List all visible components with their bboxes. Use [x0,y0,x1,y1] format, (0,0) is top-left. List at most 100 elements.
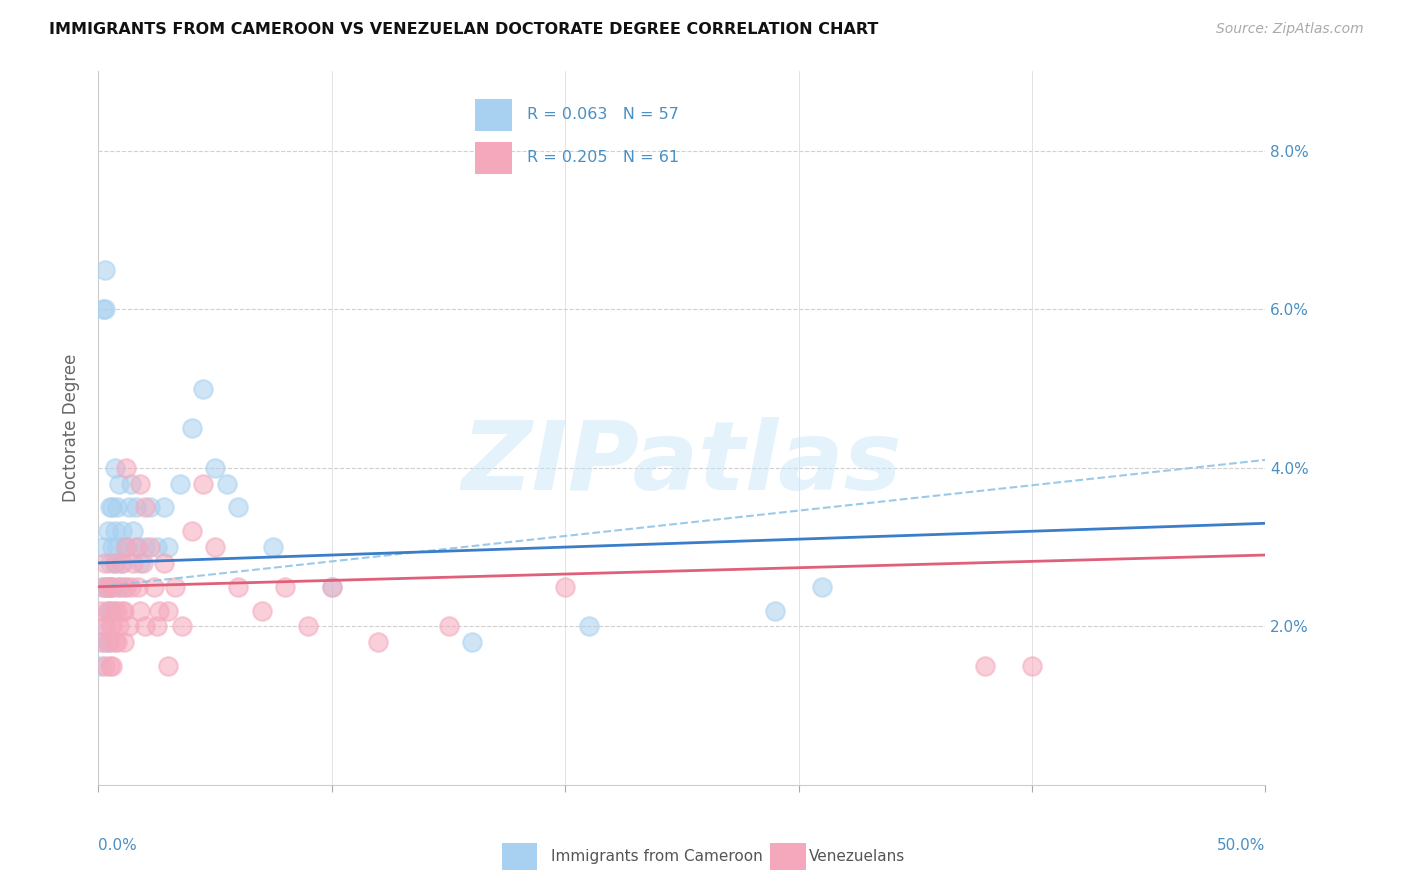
Point [98,619,121,633]
Point [101,500,124,515]
Point [118,500,141,515]
Point [94,619,117,633]
Point [111,603,134,617]
Point [129,556,152,570]
Point [91,580,114,594]
Point [115,580,138,594]
Point [127,540,149,554]
Point [193,382,215,396]
Point [101,659,124,673]
Point [139,500,162,515]
Point [1021,659,1043,673]
Point [228,500,250,515]
Point [97,524,120,539]
Point [104,603,127,617]
Text: 50.0%: 50.0% [1218,838,1265,854]
Point [152,500,174,515]
Point [111,556,134,570]
Text: 0.0%: 0.0% [98,838,138,854]
Point [105,635,128,649]
Point [157,603,180,617]
Point [90,603,112,617]
Point [105,540,128,554]
Text: ZIPatlas: ZIPatlas [461,417,903,510]
Point [157,659,180,673]
Point [297,619,319,633]
Point [91,580,114,594]
Point [105,603,128,617]
Point [98,500,121,515]
Point [101,619,124,633]
Text: Immigrants from Cameroon: Immigrants from Cameroon [551,849,763,863]
Point [204,540,226,554]
Point [129,476,152,491]
Point [169,476,191,491]
Point [157,540,180,554]
Point [165,580,187,594]
Point [91,302,114,317]
Point [111,524,134,539]
Point [215,476,238,491]
Point [108,619,131,633]
Point [112,580,135,594]
Point [250,603,273,617]
Point [97,635,120,649]
Point [180,421,202,435]
Point [763,603,786,617]
Point [134,540,156,554]
Point [146,540,169,554]
Point [274,580,297,594]
Point [97,635,120,649]
Point [152,556,174,570]
Point [180,524,202,539]
Point [97,603,120,617]
Point [115,460,138,475]
Point [974,659,997,673]
Point [97,580,120,594]
Point [101,540,124,554]
Point [193,476,215,491]
Point [101,603,124,617]
Point [101,580,124,594]
Point [104,556,127,570]
Point [98,635,121,649]
Point [94,580,117,594]
Point [98,580,121,594]
Point [125,540,148,554]
Point [172,619,194,633]
Point [104,635,127,649]
Point [321,580,343,594]
Point [120,580,142,594]
Point [367,635,389,649]
Point [91,540,114,554]
Point [127,580,149,594]
Point [98,659,121,673]
Point [146,619,169,633]
Point [437,619,460,633]
Text: Venezuelans: Venezuelans [808,849,904,863]
Point [461,635,484,649]
Point [134,500,156,515]
Point [321,580,343,594]
Point [115,540,138,554]
Point [132,556,155,570]
Point [98,556,121,570]
Point [578,619,600,633]
Point [97,603,120,617]
Point [104,556,127,570]
Point [108,580,131,594]
Point [94,302,117,317]
Point [228,580,250,594]
Point [115,540,138,554]
Point [90,635,112,649]
Point [125,500,148,515]
Point [104,460,127,475]
Point [94,659,117,673]
Point [98,603,121,617]
Point [204,460,226,475]
Y-axis label: Doctorate Degree: Doctorate Degree [62,354,80,502]
Point [139,540,162,554]
Point [104,524,127,539]
Point [148,603,170,617]
Point [108,476,131,491]
